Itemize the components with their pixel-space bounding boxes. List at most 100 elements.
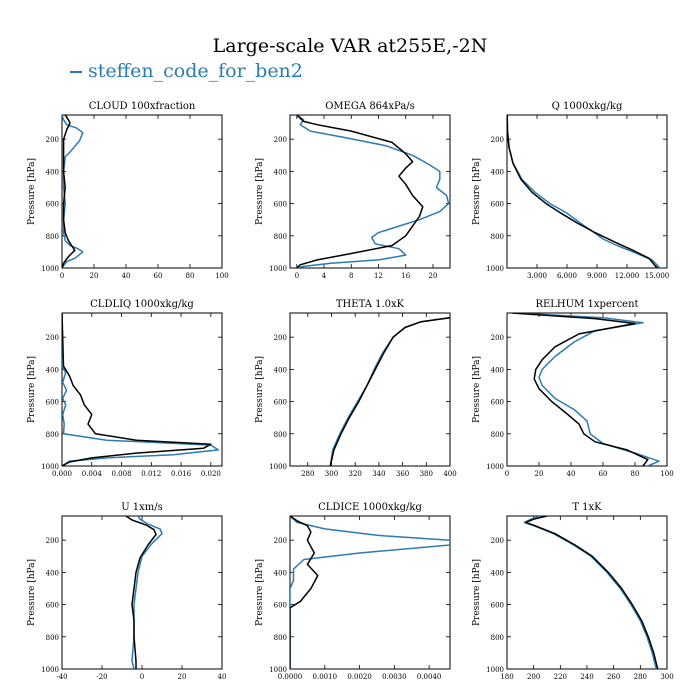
y-tick-label: 600 [491, 201, 504, 209]
y-axis-label: Pressure [hPa] [472, 356, 482, 423]
x-tick-label: 100 [215, 272, 228, 280]
panel-frame [289, 312, 451, 467]
x-tick-label: 320 [348, 470, 361, 478]
x-tick-label: 100 [660, 470, 673, 478]
panel-title: U 1xm/s [121, 502, 163, 513]
series-line-reference [524, 516, 659, 669]
y-tick-label: 400 [274, 366, 287, 374]
x-tick-label: -20 [96, 673, 107, 681]
y-tick-label: 600 [274, 201, 287, 209]
legend-label: steffen_code_for_ben2 [88, 60, 303, 82]
y-axis-label: Pressure [hPa] [255, 356, 265, 423]
x-tick-label: 0.008 [112, 470, 132, 478]
y-tick-label: 400 [491, 168, 504, 176]
x-tick-label: 4 [322, 272, 327, 280]
y-tick-label: 1000 [41, 265, 59, 273]
panel-frame [61, 515, 223, 670]
x-tick-label: 60 [599, 470, 608, 478]
y-tick-label: 400 [46, 168, 59, 176]
x-tick-label: 60 [154, 272, 163, 280]
panel-title: CLDLIQ 1000xkg/kg [90, 299, 194, 310]
x-tick-label: 40 [567, 470, 576, 478]
x-tick-label: 0 [60, 272, 64, 280]
panel-5: RELHUM 1xpercent Pressure [hPa] 200 400 600 8… [472, 299, 674, 478]
y-axis-label: Pressure [hPa] [255, 158, 265, 225]
series-line-reference [511, 313, 649, 466]
series-line-case [329, 317, 450, 466]
y-axis-label: Pressure [hPa] [27, 356, 37, 423]
y-tick-label: 1000 [486, 463, 504, 471]
y-axis-label: Pressure [hPa] [472, 158, 482, 225]
series-line-reference [329, 317, 450, 466]
x-tick-label: 15.000 [645, 272, 670, 280]
x-tick-label: 260 [607, 673, 620, 681]
panel-7: CLDICE 1000xkg/kg Pressure [hPa] 200 400 600… [255, 502, 451, 681]
panel-2: Q 1000xkg/kg Pressure [hPa] 200 400 600 800 10… [472, 101, 669, 280]
x-tick-label: 12.000 [615, 272, 640, 280]
panel-title: CLOUD 100xfraction [89, 101, 196, 112]
y-tick-label: 800 [274, 634, 287, 642]
x-tick-label: 6.000 [557, 272, 577, 280]
y-tick-label: 1000 [486, 265, 504, 273]
x-tick-label: 340 [372, 470, 385, 478]
series-line-reference [125, 516, 157, 669]
y-tick-label: 200 [46, 334, 59, 342]
x-tick-label: 180 [500, 673, 513, 681]
x-tick-label: 8 [349, 272, 353, 280]
y-tick-label: 1000 [269, 463, 287, 471]
x-tick-label: 80 [631, 470, 640, 478]
x-tick-label: 0.0040 [417, 673, 442, 681]
y-tick-label: 600 [46, 602, 59, 610]
y-tick-label: 400 [491, 569, 504, 577]
x-tick-label: 0.0020 [347, 673, 372, 681]
x-tick-label: 280 [301, 470, 314, 478]
y-tick-label: 800 [491, 233, 504, 241]
x-tick-label: 380 [420, 470, 433, 478]
y-tick-label: 200 [491, 537, 504, 545]
x-tick-label: 16 [401, 272, 410, 280]
y-tick-label: 600 [274, 602, 287, 610]
panel-title: Q 1000xkg/kg [552, 101, 623, 112]
series-line-case [62, 313, 220, 466]
y-tick-label: 800 [491, 431, 504, 439]
x-tick-label: 0 [295, 272, 299, 280]
panel-title: T 1xK [572, 502, 602, 513]
panel-title: OMEGA 864xPa/s [325, 101, 415, 112]
y-tick-label: 200 [491, 334, 504, 342]
x-tick-label: 300 [325, 470, 338, 478]
x-tick-label: 3.000 [527, 272, 547, 280]
x-tick-label: 9.000 [587, 272, 607, 280]
series-line-reference [62, 313, 212, 466]
y-axis-label: Pressure [hPa] [27, 559, 37, 626]
figure-title: Large-scale VAR at255E,-2N [212, 35, 488, 57]
panel-frame [506, 312, 668, 467]
panel-title: RELHUM 1xpercent [535, 299, 638, 310]
y-tick-label: 600 [491, 602, 504, 610]
y-tick-label: 800 [274, 233, 287, 241]
x-tick-label: 20 [178, 673, 187, 681]
x-tick-label: 300 [660, 673, 673, 681]
series-line-reference [290, 516, 319, 669]
y-tick-label: 400 [491, 366, 504, 374]
x-tick-label: 40 [218, 673, 227, 681]
panel-frame [506, 515, 668, 670]
y-tick-label: 600 [491, 399, 504, 407]
x-tick-label: 0.0010 [313, 673, 338, 681]
x-tick-label: 280 [634, 673, 647, 681]
x-tick-label: 0.020 [201, 470, 221, 478]
x-tick-label: 0.000 [52, 470, 72, 478]
x-tick-label: 0.004 [82, 470, 103, 478]
x-tick-label: 220 [554, 673, 567, 681]
legend-swatch [70, 71, 82, 73]
y-tick-label: 1000 [269, 265, 287, 273]
x-tick-label: 0.0000 [278, 673, 303, 681]
x-tick-label: -40 [56, 673, 67, 681]
x-tick-label: 20 [535, 470, 544, 478]
panel-frame [61, 312, 223, 467]
panel-frame [61, 114, 223, 269]
x-tick-label: 40 [122, 272, 131, 280]
